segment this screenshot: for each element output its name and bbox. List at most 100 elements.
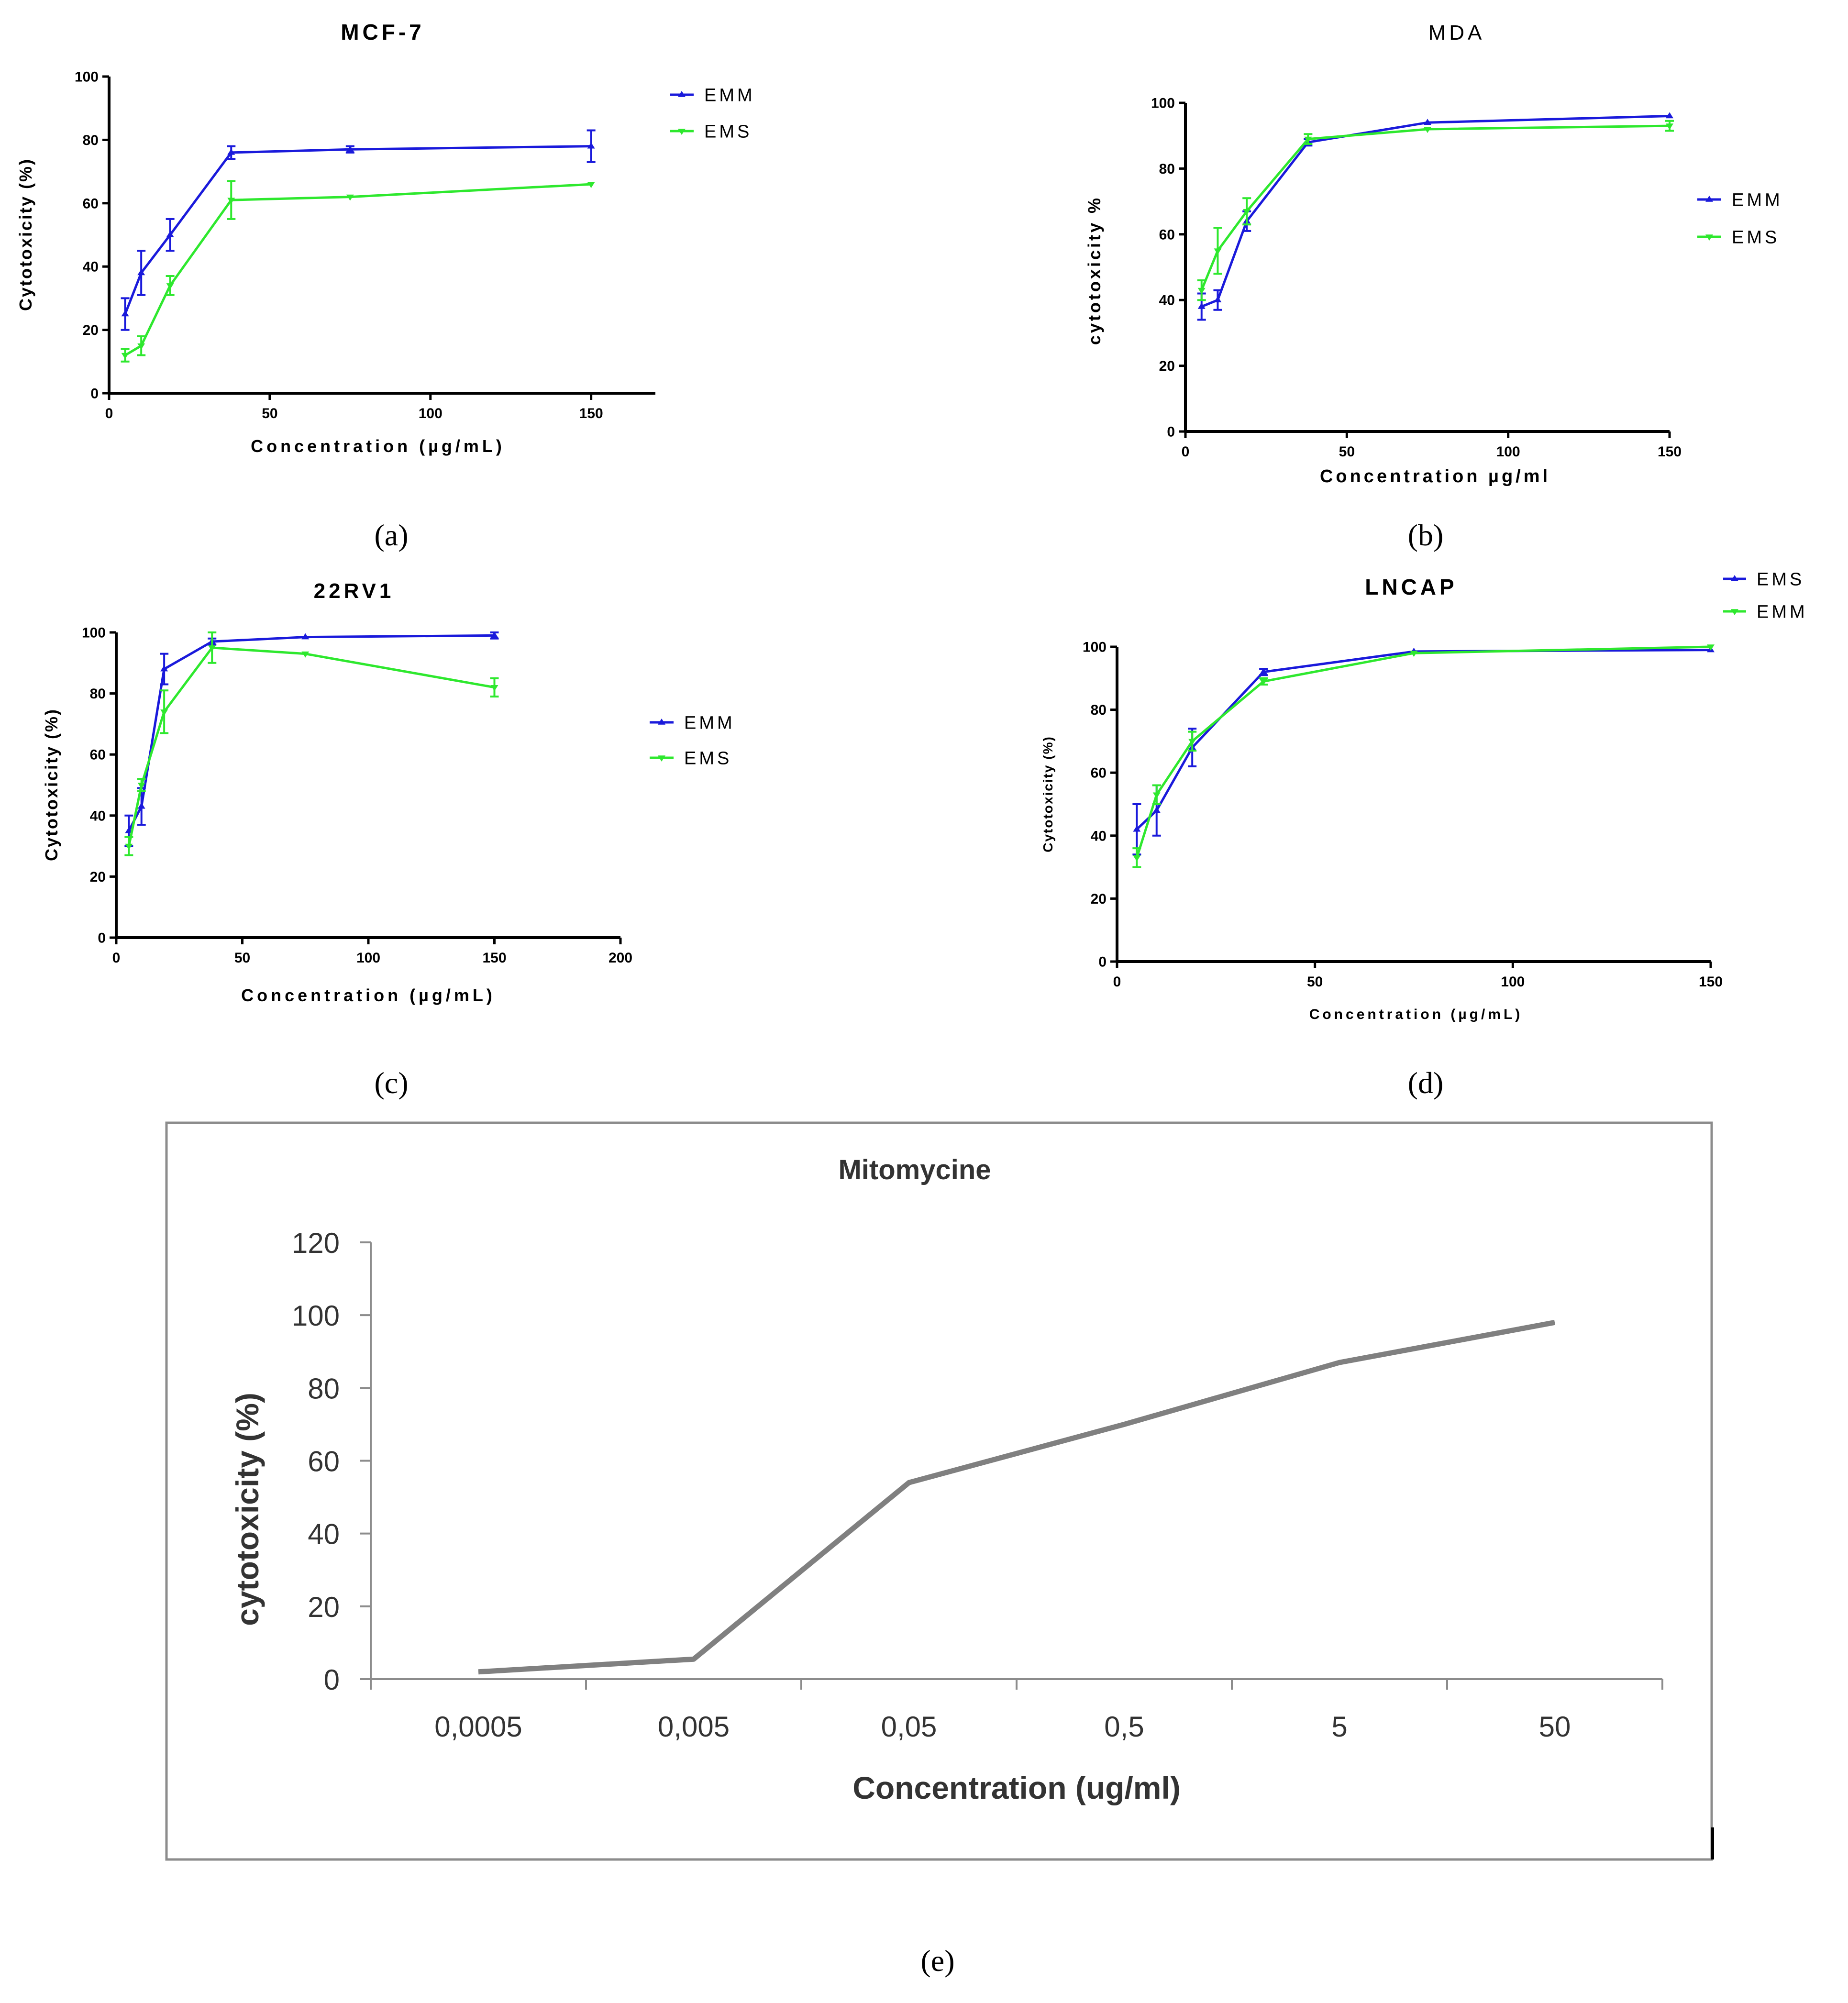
legend-label: EMS bbox=[684, 749, 732, 769]
y-tick-label: 40 bbox=[83, 259, 99, 275]
y-tick-label: 20 bbox=[308, 1591, 340, 1623]
y-tick-label: 20 bbox=[83, 322, 99, 338]
y-axis-label: Cytotoxicity (%) bbox=[1040, 736, 1055, 852]
y-axis-label: cytotoxicity (%) bbox=[230, 1393, 265, 1626]
chart-frame bbox=[165, 1121, 1713, 1861]
y-axis-label: cytotoxicity % bbox=[1084, 196, 1104, 345]
panel-label: (d) bbox=[1408, 1066, 1444, 1100]
data-point bbox=[1133, 855, 1141, 862]
data-point bbox=[166, 283, 174, 289]
y-tick-label: 80 bbox=[1091, 702, 1107, 718]
data-point bbox=[346, 194, 354, 201]
y-tick-label: 80 bbox=[83, 133, 99, 148]
x-tick-label: 0 bbox=[105, 406, 113, 421]
legend-marker bbox=[1731, 575, 1738, 581]
legend-label: EMM bbox=[1732, 190, 1783, 210]
plot-area: 0 20 40 60 80 100 0 50 100 150 bbox=[1151, 96, 1682, 460]
x-axis-label: Concentration (µg/mL) bbox=[251, 436, 505, 456]
x-tick-label: 150 bbox=[1699, 974, 1723, 990]
legend-marker bbox=[658, 755, 665, 762]
data-point bbox=[121, 353, 129, 359]
x-tick-label: 200 bbox=[609, 950, 632, 966]
x-axis-label: Concentration µg/ml bbox=[1320, 466, 1550, 487]
series-line-mitomycine bbox=[478, 1319, 1556, 1675]
data-point bbox=[301, 633, 310, 640]
data-point bbox=[1152, 792, 1161, 799]
series-line-ems bbox=[127, 646, 495, 847]
data-point bbox=[1707, 644, 1715, 651]
legend: EMM EMS bbox=[670, 86, 755, 142]
series-line-emm bbox=[128, 634, 495, 831]
chart-title: 22RV1 bbox=[314, 579, 395, 603]
x-tick-label: 0,05 bbox=[881, 1711, 937, 1743]
data-point bbox=[1424, 119, 1431, 125]
series-line-ems bbox=[124, 183, 591, 356]
y-tick-label: 40 bbox=[1159, 293, 1175, 309]
data-point bbox=[1133, 825, 1141, 832]
data-point bbox=[125, 843, 133, 850]
x-tick-label: 150 bbox=[482, 950, 506, 966]
y-tick-label: 0 bbox=[90, 386, 99, 402]
legend: EMM EMS bbox=[650, 713, 735, 769]
data-point bbox=[1243, 209, 1251, 215]
plot-area: 0 20 40 60 80 100 0 50 100 150 200 bbox=[82, 625, 632, 966]
data-point bbox=[346, 145, 354, 152]
legend-marker bbox=[678, 129, 686, 135]
y-tick-label: 100 bbox=[1083, 640, 1107, 655]
x-tick-label: 150 bbox=[1658, 444, 1682, 460]
y-tick-label: 40 bbox=[308, 1518, 340, 1550]
x-tick-label: 0,005 bbox=[658, 1711, 730, 1743]
panel-d-lncap: LNCAP 0 20 40 60 80 100 0 50 100 150 EMS EMM Conce… bbox=[1040, 570, 1808, 1100]
x-tick-label: 5 bbox=[1331, 1711, 1347, 1743]
y-tick-label: 80 bbox=[90, 686, 106, 702]
data-point bbox=[121, 310, 129, 317]
data-point bbox=[1188, 739, 1196, 745]
data-point bbox=[1424, 127, 1431, 133]
x-tick-label: 50 bbox=[234, 950, 250, 966]
x-tick-label: 150 bbox=[579, 406, 603, 421]
y-tick-label: 40 bbox=[90, 808, 106, 824]
legend-marker bbox=[1705, 234, 1713, 241]
series-line-ems bbox=[1200, 124, 1670, 291]
legend-label: EMM bbox=[684, 713, 735, 733]
x-tick-label: 0 bbox=[112, 950, 121, 966]
data-point bbox=[1666, 123, 1673, 130]
data-point bbox=[1666, 112, 1673, 119]
data-point bbox=[1260, 668, 1268, 675]
data-point bbox=[1410, 651, 1418, 657]
data-point bbox=[1260, 679, 1268, 686]
data-point bbox=[227, 148, 235, 155]
legend-label: EMM bbox=[1757, 602, 1808, 622]
y-tick-label: 100 bbox=[1151, 96, 1175, 111]
chart-title: MCF-7 bbox=[341, 20, 425, 44]
legend-label: EMM bbox=[704, 86, 755, 106]
x-axis-label: Concentration (ug/ml) bbox=[852, 1770, 1181, 1805]
plot-area: 0 20 40 60 80 100 120 0,0005 0,005 0,05 0,5 5 50 bbox=[292, 1227, 1663, 1743]
data-point bbox=[1214, 296, 1222, 302]
y-tick-label: 60 bbox=[308, 1446, 340, 1478]
x-axis-label: Concentration (µg/mL) bbox=[1309, 1007, 1523, 1022]
legend: EMS EMM bbox=[1723, 570, 1808, 622]
y-tick-label: 60 bbox=[1159, 227, 1175, 243]
data-point bbox=[166, 231, 174, 237]
chart-title: Mitomycine bbox=[838, 1154, 991, 1185]
x-tick-label: 50 bbox=[1339, 444, 1355, 460]
data-point bbox=[137, 343, 145, 350]
panel-c-22rv1: 22RV1 0 20 40 60 80 100 0 50 100 150 200 EMM EMS Co… bbox=[42, 579, 735, 1100]
series-line-emm bbox=[124, 145, 591, 315]
data-point bbox=[1214, 248, 1222, 255]
y-tick-label: 60 bbox=[1091, 765, 1107, 781]
x-tick-label: 0,5 bbox=[1104, 1711, 1144, 1743]
x-tick-label: 100 bbox=[419, 406, 443, 421]
data-point bbox=[490, 685, 498, 691]
data-point bbox=[137, 269, 145, 276]
panel-a-mcf7: MCF-7 0 20 40 60 80 100 0 50 100 150 EMM EMS Conce… bbox=[16, 20, 755, 552]
data-point bbox=[208, 645, 216, 652]
data-point bbox=[227, 198, 235, 204]
data-point bbox=[587, 182, 595, 188]
legend-marker bbox=[678, 91, 686, 97]
y-tick-label: 60 bbox=[83, 196, 99, 211]
panel-label: (a) bbox=[374, 518, 408, 552]
series-line-emm bbox=[1136, 645, 1711, 858]
